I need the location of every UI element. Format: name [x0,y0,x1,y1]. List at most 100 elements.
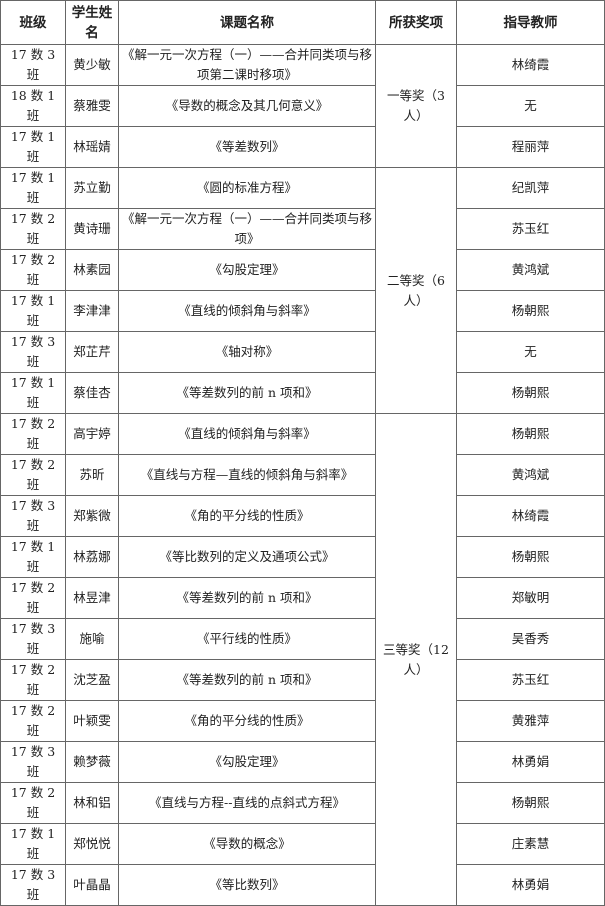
header-student: 学生姓名 [65,0,119,45]
student-cell: 郑悦悦 [65,823,119,865]
table-row: 17 数 1 班蔡佳杏 《等差数列的前 n 项和》 杨朝熙 [0,372,605,414]
table-row: 17 数 3 班施喻 《平行线的性质》 吴香秀 [0,618,605,660]
table-row: 17 数 2 班林昱津 《等差数列的前 n 项和》 郑敏明 [0,577,605,619]
topic-cell: 《解一元一次方程（一）——合并同类项与移项》 [118,208,376,250]
table-row: 17 数 2 班叶颖雯 《角的平分线的性质》 黄雅萍 [0,700,605,742]
table-row: 17 数 1 班苏立勤 《圆的标准方程》 二等奖（6 人） 纪凯萍 [0,167,605,414]
table-row: 17 数 3 班郑紫微 《角的平分线的性质》 林绮霞 [0,495,605,537]
student-cell: 林昱津 [65,577,119,619]
table-row: 17 数 1 班林荔娜 《等比数列的定义及通项公式》 杨朝熙 [0,536,605,578]
class-cell: 17 数 3 班 [0,495,66,537]
topic-cell: 《导数的概念及其几何意义》 [118,85,376,127]
header-class: 班级 [0,0,66,45]
table-row: 17 数 1 班林瑶婧 《等差数列》 程丽萍 [0,126,605,168]
teacher-cell: 杨朝熙 [456,536,605,578]
student-cell: 苏昕 [65,454,119,496]
class-cell: 17 数 2 班 [0,249,66,291]
class-cell: 17 数 1 班 [0,126,66,168]
table-row: 17 数 2 班苏昕 《直线与方程—直线的倾斜角与斜率》 黄鸿斌 [0,454,605,496]
class-cell: 18 数 1 班 [0,85,66,127]
class-cell: 17 数 2 班 [0,659,66,701]
teacher-cell: 林勇娟 [456,741,605,783]
table-row: 17 数 3 班赖梦薇 《勾股定理》 林勇娟 [0,741,605,783]
teacher-cell: 程丽萍 [456,126,605,168]
class-cell: 17 数 3 班 [0,331,66,373]
class-cell: 17 数 1 班 [0,167,66,209]
student-cell: 郑紫微 [65,495,119,537]
topic-cell: 《直线的倾斜角与斜率》 [118,413,376,455]
award-cell: 一等奖（3 人） [375,44,457,168]
teacher-cell: 黄鸿斌 [456,454,605,496]
table-row: 17 数 3 班郑芷芹 《轴对称》 无 [0,331,605,373]
class-cell: 17 数 1 班 [0,372,66,414]
class-cell: 17 数 1 班 [0,823,66,865]
topic-cell: 《解一元一次方程（一）——合并同类项与移项第二课时移项》 [118,44,376,86]
student-cell: 蔡雅雯 [65,85,119,127]
class-cell: 17 数 3 班 [0,864,66,906]
table-row: 17 数 2 班沈芝盈 《等差数列的前 n 项和》 苏玉红 [0,659,605,701]
class-cell: 17 数 2 班 [0,700,66,742]
teacher-cell: 苏玉红 [456,659,605,701]
award-cell: 二等奖（6 人） [375,167,457,414]
class-cell: 17 数 2 班 [0,782,66,824]
class-cell: 17 数 1 班 [0,536,66,578]
student-cell: 林素园 [65,249,119,291]
student-cell: 李津津 [65,290,119,332]
topic-cell: 《等比数列》 [118,864,376,906]
student-cell: 苏立勤 [65,167,119,209]
teacher-cell: 黄鸿斌 [456,249,605,291]
topic-cell: 《直线与方程--直线的点斜式方程》 [118,782,376,824]
teacher-cell: 林绮霞 [456,44,605,86]
student-cell: 林荔娜 [65,536,119,578]
topic-cell: 《圆的标准方程》 [118,167,376,209]
topic-cell: 《等差数列》 [118,126,376,168]
student-cell: 沈芝盈 [65,659,119,701]
table-row: 17 数 3 班黄少敏 《解一元一次方程（一）——合并同类项与移项第二课时移项》一… [0,44,605,168]
class-cell: 17 数 2 班 [0,454,66,496]
teacher-cell: 林勇娟 [456,864,605,906]
award-cell: 三等奖（12 人） [375,413,457,906]
topic-cell: 《等差数列的前 n 项和》 [118,577,376,619]
table-row: 17 数 2 班高宇婷 《直线的倾斜角与斜率》 三等奖（12 人） 杨朝熙 [0,413,605,906]
class-cell: 17 数 1 班 [0,290,66,332]
header-teacher: 指导教师 [456,0,605,45]
teacher-cell: 庄素慧 [456,823,605,865]
header-topic: 课题名称 [118,0,376,45]
student-cell: 叶颖雯 [65,700,119,742]
teacher-cell: 吴香秀 [456,618,605,660]
teacher-cell: 林绮霞 [456,495,605,537]
teacher-cell: 黄雅萍 [456,700,605,742]
class-cell: 17 数 2 班 [0,577,66,619]
student-cell: 林和铝 [65,782,119,824]
teacher-cell: 杨朝熙 [456,290,605,332]
table-row: 17 数 1 班李津津 《直线的倾斜角与斜率》 杨朝熙 [0,290,605,332]
topic-cell: 《等比数列的定义及通项公式》 [118,536,376,578]
class-cell: 17 数 3 班 [0,741,66,783]
student-cell: 叶晶晶 [65,864,119,906]
topic-cell: 《平行线的性质》 [118,618,376,660]
class-cell: 17 数 3 班 [0,618,66,660]
topic-cell: 《等差数列的前 n 项和》 [118,372,376,414]
table-row: 18 数 1 班蔡雅雯 《导数的概念及其几何意义》 无 [0,85,605,127]
student-cell: 蔡佳杏 [65,372,119,414]
topic-cell: 《直线的倾斜角与斜率》 [118,290,376,332]
table-row: 17 数 1 班郑悦悦 《导数的概念》 庄素慧 [0,823,605,865]
teacher-cell: 杨朝熙 [456,782,605,824]
student-cell: 黄少敏 [65,44,119,86]
class-cell: 17 数 2 班 [0,413,66,455]
student-cell: 林瑶婧 [65,126,119,168]
class-cell: 17 数 2 班 [0,208,66,250]
teacher-cell: 无 [456,331,605,373]
table-row: 17 数 2 班黄诗珊 《解一元一次方程（一）——合并同类项与移项》 苏玉红 [0,208,605,250]
topic-cell: 《勾股定理》 [118,741,376,783]
topic-cell: 《角的平分线的性质》 [118,495,376,537]
header-award: 所获奖项 [375,0,457,45]
student-cell: 黄诗珊 [65,208,119,250]
topic-cell: 《直线与方程—直线的倾斜角与斜率》 [118,454,376,496]
teacher-cell: 纪凯萍 [456,167,605,209]
topic-cell: 《角的平分线的性质》 [118,700,376,742]
header-row: 班级 学生姓名 课题名称 所获奖项 指导教师 [0,0,605,45]
topic-cell: 《等差数列的前 n 项和》 [118,659,376,701]
teacher-cell: 杨朝熙 [456,413,605,455]
teacher-cell: 郑敏明 [456,577,605,619]
